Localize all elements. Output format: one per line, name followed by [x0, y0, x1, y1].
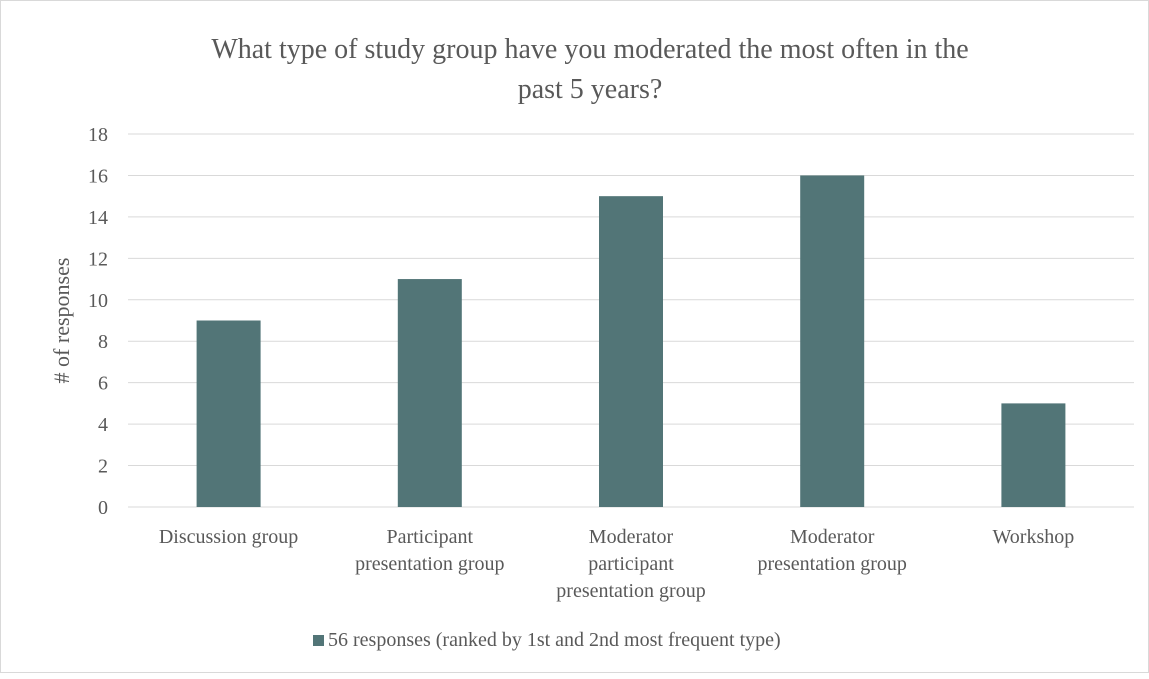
- y-tick-label: 8: [98, 331, 108, 353]
- y-tick-label: 14: [88, 207, 108, 229]
- y-tick-label: 16: [88, 165, 108, 187]
- x-tick-label: presentation group: [355, 553, 504, 575]
- legend: 56 responses (ranked by 1st and 2nd most…: [313, 629, 781, 651]
- x-tick-label: participant: [588, 553, 674, 575]
- bar: [599, 196, 663, 507]
- bar: [1001, 403, 1066, 507]
- chart-title: What type of study group have you modera…: [211, 34, 968, 105]
- x-tick-label: Moderator: [790, 526, 875, 548]
- y-tick-label: 4: [98, 414, 108, 436]
- y-tick-label: 10: [88, 290, 108, 312]
- bars: [196, 175, 1066, 507]
- y-axis-ticks: 0 2 4 6 8 10 12 14 16 18: [88, 124, 108, 519]
- y-axis-label-text: # of responses: [49, 258, 74, 384]
- bar: [397, 279, 462, 507]
- x-tick-label: Workshop: [993, 526, 1075, 548]
- chart-title-line: What type of study group have you modera…: [211, 34, 968, 65]
- x-axis-ticks: Discussion group Participant presentation …: [159, 526, 1074, 602]
- x-tick-label: presentation group: [757, 553, 906, 575]
- x-tick-label: Moderator: [589, 526, 674, 548]
- y-tick-label: 2: [98, 456, 108, 478]
- x-tick-label: Participant: [386, 526, 473, 548]
- chart-title-line: past 5 years?: [518, 74, 663, 105]
- x-tick-label: presentation group: [556, 580, 705, 602]
- y-tick-label: 18: [88, 124, 108, 146]
- y-tick-label: 6: [98, 373, 108, 395]
- y-axis-label: # of responses: [49, 258, 74, 384]
- bar: [800, 175, 865, 507]
- x-tick-label: Discussion group: [159, 526, 298, 548]
- legend-swatch: [313, 635, 324, 646]
- legend-label: 56 responses (ranked by 1st and 2nd most…: [328, 629, 781, 651]
- bar: [196, 320, 261, 507]
- y-tick-label: 0: [98, 497, 108, 519]
- y-tick-label: 12: [88, 248, 108, 270]
